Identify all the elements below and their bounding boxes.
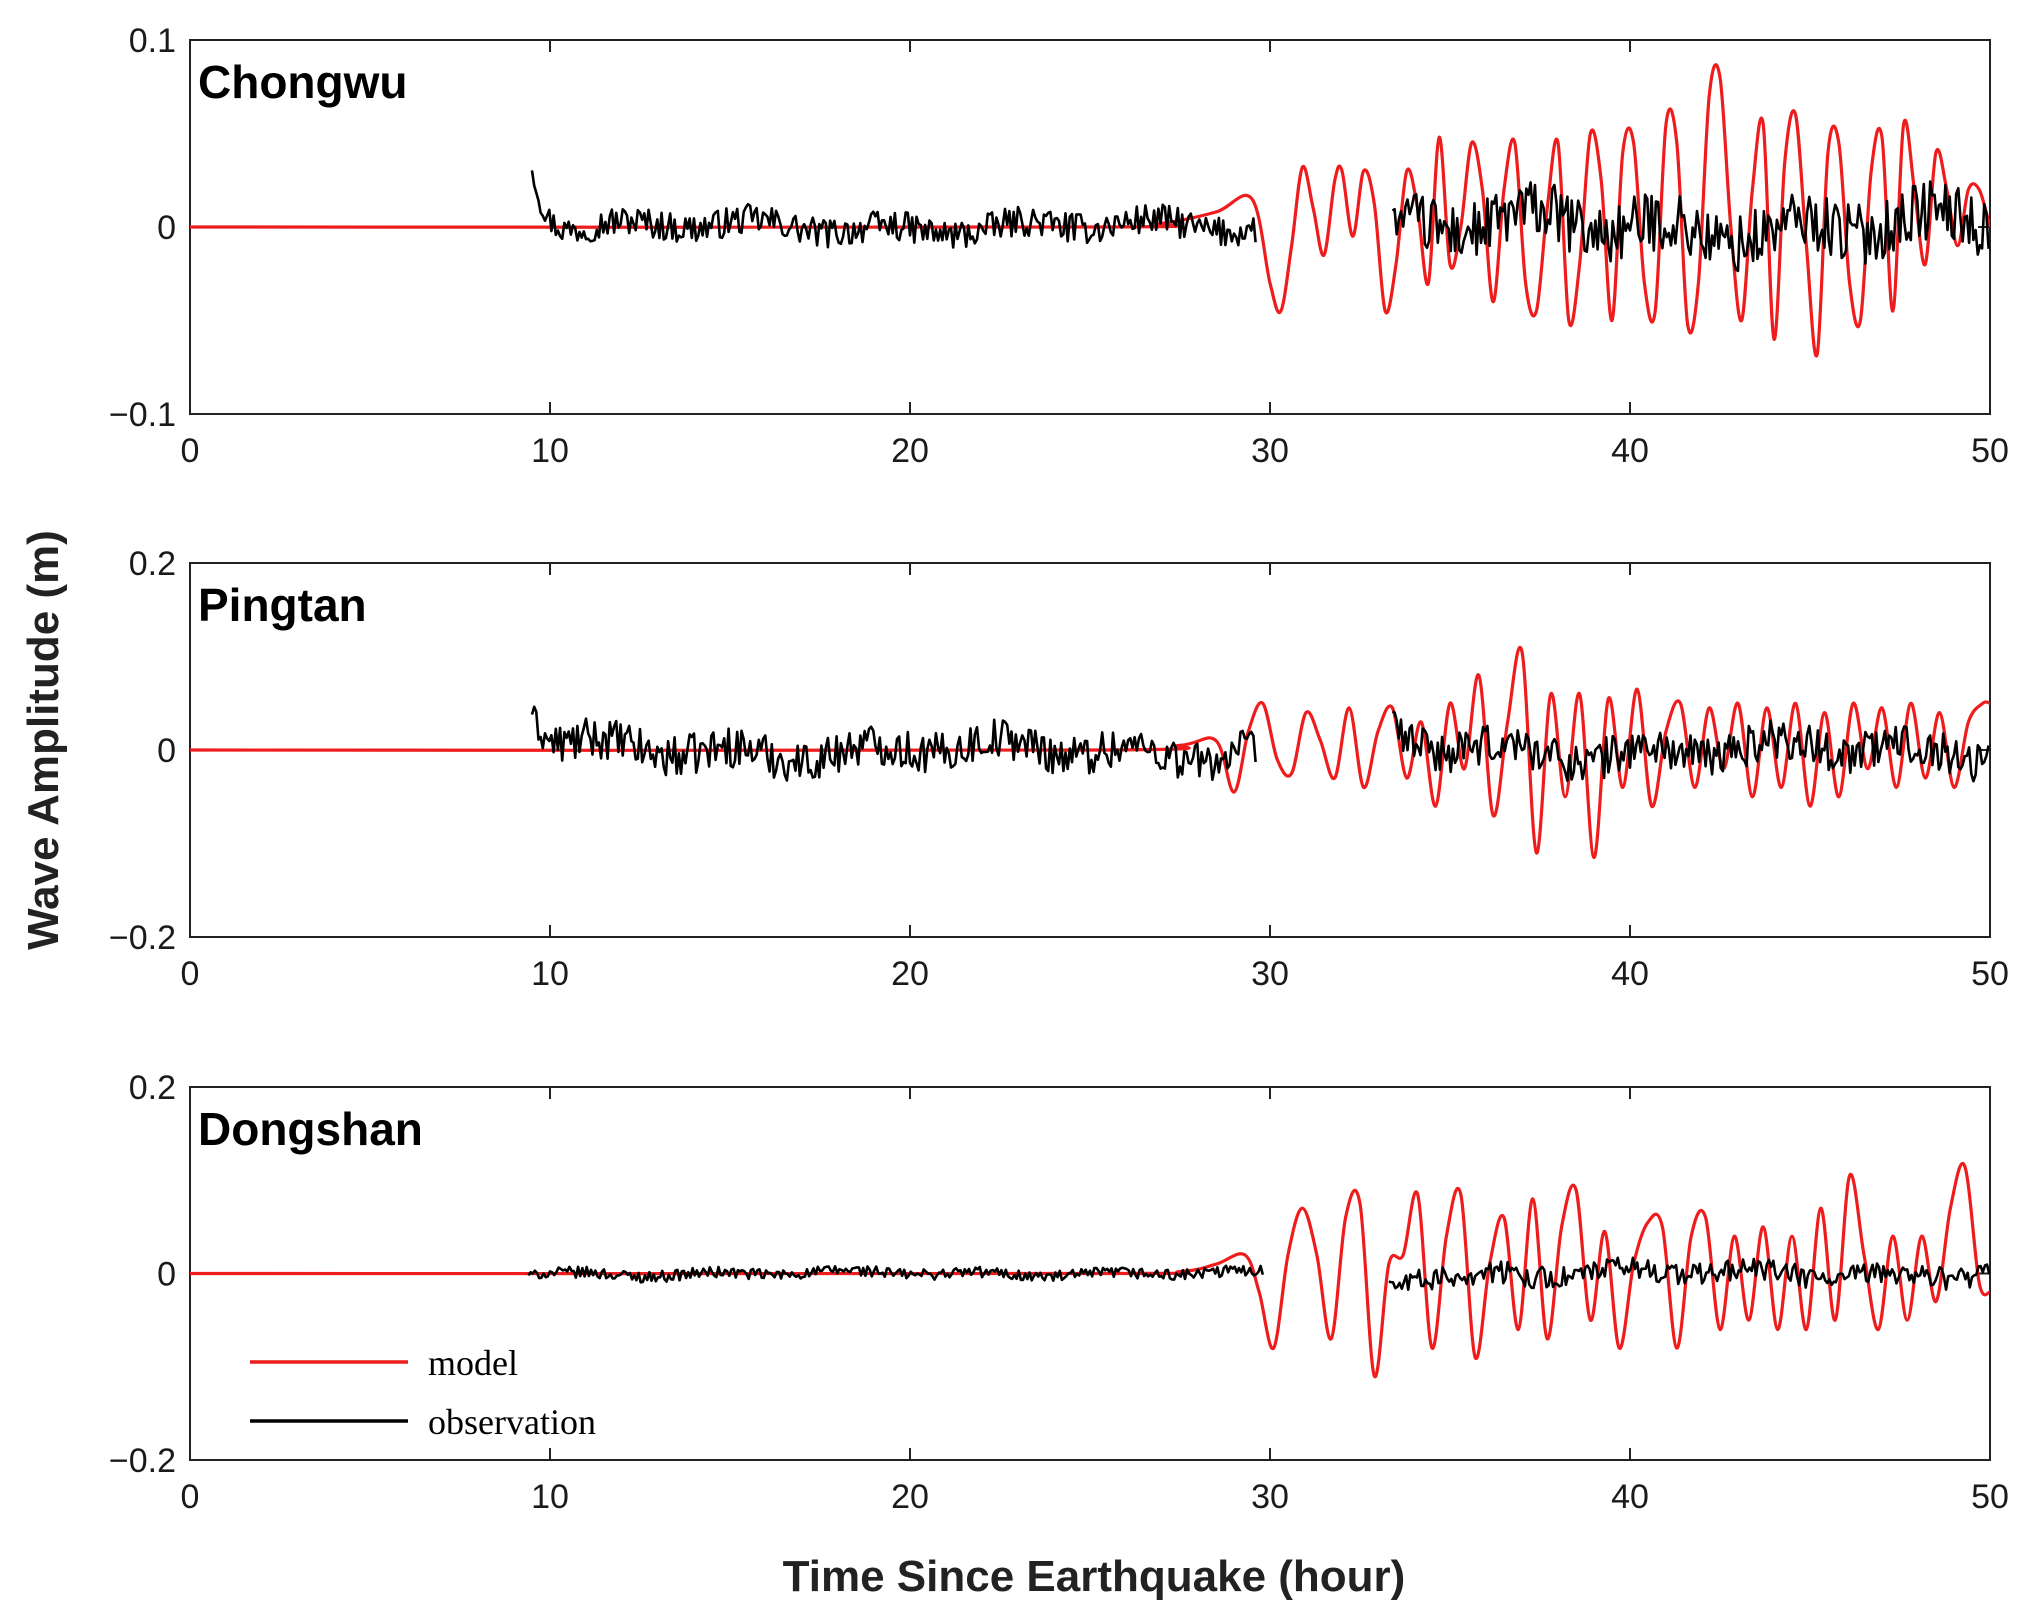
observation-series-line [527, 1264, 1265, 1284]
x-tick-label: 30 [1251, 432, 1289, 470]
observation-series-line [530, 705, 1257, 782]
y-tick-label: 0.2 [129, 1069, 176, 1107]
x-tick-label: 50 [1971, 955, 2009, 993]
y-tick-label: 0.1 [129, 22, 176, 60]
x-tick-label: 30 [1251, 955, 1289, 993]
x-tick-label: 20 [891, 432, 929, 470]
x-tick-label: 0 [181, 1478, 200, 1516]
x-tick-label: 10 [531, 955, 569, 993]
y-tick-label: −0.2 [109, 1442, 176, 1480]
model-series-line [190, 1162, 1990, 1379]
y-tick-label: −0.1 [109, 396, 176, 434]
y-tick-label: 0 [157, 732, 176, 770]
observation-series-line [1391, 710, 1990, 783]
x-tick-label: 20 [891, 1478, 929, 1516]
observation-series-line [1391, 180, 1990, 273]
observation-series-line [530, 170, 1257, 249]
x-tick-label: 40 [1611, 955, 1649, 993]
x-tick-label: 50 [1971, 1478, 2009, 1516]
panel-title: Pingtan [198, 579, 367, 631]
x-tick-label: 0 [181, 955, 200, 993]
y-tick-label: −0.2 [109, 919, 176, 957]
observation-series-line [1388, 1256, 1990, 1291]
legend: model observation [250, 1343, 596, 1442]
x-tick-label: 40 [1611, 1478, 1649, 1516]
x-tick-label: 30 [1251, 1478, 1289, 1516]
y-tick-label: 0 [157, 209, 176, 247]
x-tick-label: 50 [1971, 432, 2009, 470]
x-tick-label: 40 [1611, 432, 1649, 470]
y-tick-label: 0.2 [129, 545, 176, 583]
y-axis-label: Wave Amplitude (m) [19, 530, 68, 950]
x-tick-label: 10 [531, 1478, 569, 1516]
panel-title: Dongshan [198, 1103, 423, 1155]
panel-title: Chongwu [198, 56, 408, 108]
legend-model-label: model [428, 1343, 518, 1383]
legend-observation-label: observation [428, 1402, 596, 1442]
x-tick-label: 10 [531, 432, 569, 470]
model-series-line [190, 63, 1990, 358]
x-tick-label: 0 [181, 432, 200, 470]
x-tick-label: 20 [891, 955, 929, 993]
x-axis-label: Time Since Earthquake (hour) [783, 1552, 1406, 1601]
y-tick-label: 0 [157, 1256, 176, 1294]
